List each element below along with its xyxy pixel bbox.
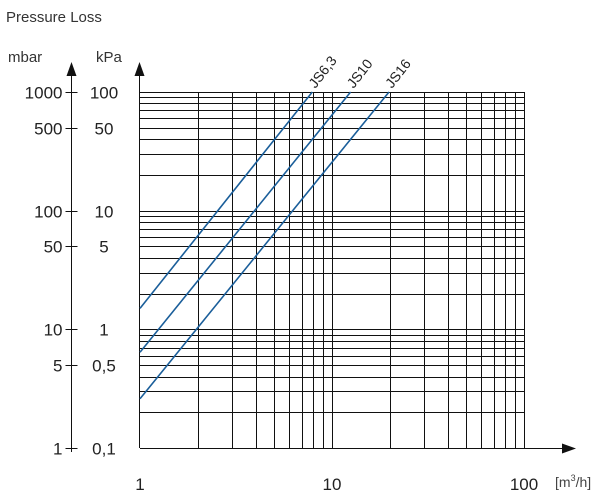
series-label: JS16 [382, 56, 414, 91]
y-tick-label-mbar: 500 [34, 120, 62, 139]
series-label: JS10 [343, 56, 375, 91]
series-line-js16 [139, 91, 390, 400]
y-tick-label-kpa: 0,5 [92, 357, 116, 376]
y-tick-label-kpa: 100 [90, 84, 118, 103]
y-axis-kpa-arrow [134, 62, 145, 76]
y-tick-label-mbar: 50 [44, 238, 63, 257]
series-group: JS6,3 JS10 JS16 [139, 53, 414, 400]
y-tick-label-mbar: 1 [53, 440, 62, 459]
axes [65, 62, 576, 454]
series-line-js6-3 [139, 91, 313, 309]
y-tick-label-kpa: 50 [95, 120, 114, 139]
x-tick-label: 100 [510, 475, 538, 494]
chart-title: Pressure Loss [6, 9, 102, 26]
x-tick-label: 1 [135, 475, 144, 494]
y-unit-mbar: mbar [8, 49, 42, 66]
y-tick-label-kpa: 1 [99, 321, 108, 340]
y-tick-label-kpa: 0,1 [92, 440, 116, 459]
y-axis-mbar-arrow [66, 62, 77, 76]
y-unit-kpa: kPa [96, 49, 123, 66]
x-axis-arrow [562, 443, 576, 454]
y-tick-label-mbar: 100 [34, 203, 62, 222]
y-tick-label-mbar: 10 [44, 321, 63, 340]
tick-labels: 1000 500 100 50 10 5 1 100 50 10 5 1 0,5 0,1 1 10 100 [25, 84, 539, 495]
y-tick-label-mbar: 1000 [25, 84, 63, 103]
y-tick-label-kpa: 10 [95, 203, 114, 222]
x-axis-unit: [m3/h] [555, 473, 591, 490]
series-label: JS6,3 [305, 53, 340, 91]
y-tick-label-mbar: 5 [53, 357, 62, 376]
x-tick-label: 10 [323, 475, 342, 494]
y-tick-label-kpa: 5 [99, 238, 108, 257]
series-line-js10 [139, 91, 352, 353]
grid [140, 92, 525, 448]
